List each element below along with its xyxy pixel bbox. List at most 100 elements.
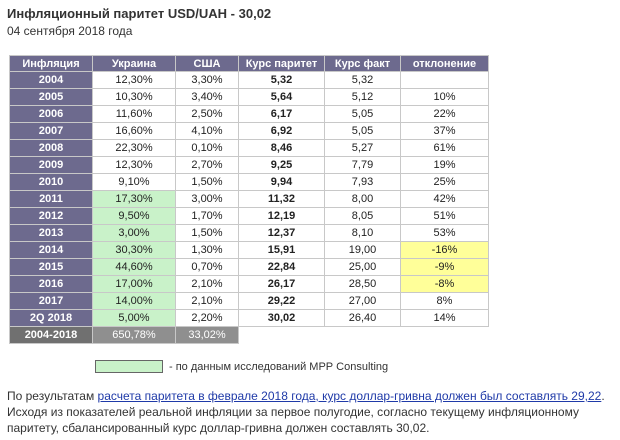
cell-usa: 1,50%: [175, 173, 239, 191]
cell-deviation: 53%: [400, 224, 489, 242]
table-row: 2005 10,30% 3,40% 5,64 5,12 10%: [9, 88, 489, 106]
cell-ukraine: 17,00%: [92, 275, 176, 293]
table-row: 2014 30,30% 1,30% 15,91 19,00 -16%: [9, 241, 489, 259]
cell-deviation: 42%: [400, 190, 489, 208]
cell-deviation: 37%: [400, 122, 489, 140]
cell-actual-rate: 8,00: [324, 190, 401, 208]
col-header-usa: США: [175, 55, 239, 72]
cell-usa: 2,70%: [175, 156, 239, 174]
col-header-inflation: Инфляция: [9, 55, 93, 72]
table-row: 2004 12,30% 3,30% 5,32 5,32: [9, 71, 489, 89]
cell-actual-rate: 7,79: [324, 156, 401, 174]
note-text-end: . Исходя из показателей реальной инфляци…: [7, 389, 605, 435]
cell-deviation: [400, 71, 489, 89]
table-row: 2015 44,60% 0,70% 22,84 25,00 -9%: [9, 258, 489, 276]
cell-deviation: 51%: [400, 207, 489, 225]
cell-parity-rate: 29,22: [238, 292, 325, 310]
table-row: 2013 3,00% 1,50% 12,37 8,10 53%: [9, 224, 489, 242]
row-year: 2014: [9, 241, 93, 259]
cell-actual-rate: 26,40: [324, 309, 401, 327]
cell-usa: 1,70%: [175, 207, 239, 225]
total-ukraine: 650,78%: [92, 326, 176, 344]
cell-usa: 3,00%: [175, 190, 239, 208]
total-period: 2004-2018: [9, 326, 93, 344]
cell-ukraine: 17,30%: [92, 190, 176, 208]
note-text-start: По результатам: [7, 389, 98, 403]
cell-parity-rate: 22,84: [238, 258, 325, 276]
cell-actual-rate: 19,00: [324, 241, 401, 259]
cell-parity-rate: 5,32: [238, 71, 325, 89]
row-year: 2009: [9, 156, 93, 174]
cell-parity-rate: 15,91: [238, 241, 325, 259]
cell-actual-rate: 5,32: [324, 71, 401, 89]
row-year: 2007: [9, 122, 93, 140]
row-year: 2013: [9, 224, 93, 242]
cell-usa: 3,40%: [175, 88, 239, 106]
cell-deviation: 61%: [400, 139, 489, 157]
row-year: 2010: [9, 173, 93, 191]
table-row: 2016 17,00% 2,10% 26,17 28,50 -8%: [9, 275, 489, 293]
table-row: 2007 16,60% 4,10% 6,92 5,05 37%: [9, 122, 489, 140]
total-empty: [400, 326, 489, 344]
cell-deviation: -9%: [400, 258, 489, 276]
table-row: 2Q 2018 5,00% 2,20% 30,02 26,40 14%: [9, 309, 489, 327]
row-year: 2011: [9, 190, 93, 208]
cell-actual-rate: 7,93: [324, 173, 401, 191]
cell-parity-rate: 8,46: [238, 139, 325, 157]
table-row: 2008 22,30% 0,10% 8,46 5,27 61%: [9, 139, 489, 157]
col-header-ukraine: Украина: [92, 55, 176, 72]
cell-usa: 2,20%: [175, 309, 239, 327]
cell-ukraine: 30,30%: [92, 241, 176, 259]
cell-deviation: 25%: [400, 173, 489, 191]
cell-actual-rate: 8,10: [324, 224, 401, 242]
cell-ukraine: 11,60%: [92, 105, 176, 123]
cell-usa: 1,50%: [175, 224, 239, 242]
row-year: 2Q 2018: [9, 309, 93, 327]
cell-deviation: 10%: [400, 88, 489, 106]
cell-actual-rate: 5,12: [324, 88, 401, 106]
cell-actual-rate: 25,00: [324, 258, 401, 276]
row-year: 2006: [9, 105, 93, 123]
cell-ukraine: 44,60%: [92, 258, 176, 276]
page-title: Инфляционный паритет USD/UAH - 30,02: [7, 6, 272, 21]
cell-ukraine: 9,50%: [92, 207, 176, 225]
cell-parity-rate: 6,92: [238, 122, 325, 140]
cell-usa: 0,10%: [175, 139, 239, 157]
cell-parity-rate: 26,17: [238, 275, 325, 293]
cell-usa: 3,30%: [175, 71, 239, 89]
legend: - по данным исследований МРР Consulting: [95, 360, 388, 373]
col-header-parity-rate: Курс паритет: [238, 55, 325, 72]
cell-ukraine: 5,00%: [92, 309, 176, 327]
cell-ukraine: 12,30%: [92, 71, 176, 89]
cell-actual-rate: 28,50: [324, 275, 401, 293]
cell-usa: 0,70%: [175, 258, 239, 276]
cell-usa: 2,10%: [175, 275, 239, 293]
parity-calculation-link[interactable]: расчета паритета в феврале 2018 года, ку…: [97, 389, 602, 403]
cell-parity-rate: 5,64: [238, 88, 325, 106]
row-year: 2015: [9, 258, 93, 276]
row-year: 2012: [9, 207, 93, 225]
cell-deviation: -16%: [400, 241, 489, 259]
col-header-deviation: отклонение: [400, 55, 489, 72]
cell-actual-rate: 5,05: [324, 122, 401, 140]
row-year: 2004: [9, 71, 93, 89]
row-year: 2017: [9, 292, 93, 310]
cell-usa: 1,30%: [175, 241, 239, 259]
total-empty: [238, 326, 325, 344]
parity-table: Инфляция Украина США Курс паритет Курс ф…: [9, 55, 489, 344]
col-header-actual-rate: Курс факт: [324, 55, 401, 72]
total-usa: 33,02%: [175, 326, 239, 344]
cell-deviation: 19%: [400, 156, 489, 174]
cell-ukraine: 12,30%: [92, 156, 176, 174]
cell-parity-rate: 12,19: [238, 207, 325, 225]
table-row: 2017 14,00% 2,10% 29,22 27,00 8%: [9, 292, 489, 310]
row-year: 2008: [9, 139, 93, 157]
cell-actual-rate: 5,05: [324, 105, 401, 123]
cell-deviation: 22%: [400, 105, 489, 123]
row-year: 2005: [9, 88, 93, 106]
total-empty: [324, 326, 401, 344]
page-date: 04 сентября 2018 года: [7, 24, 133, 38]
cell-actual-rate: 5,27: [324, 139, 401, 157]
cell-deviation: 8%: [400, 292, 489, 310]
cell-actual-rate: 8,05: [324, 207, 401, 225]
